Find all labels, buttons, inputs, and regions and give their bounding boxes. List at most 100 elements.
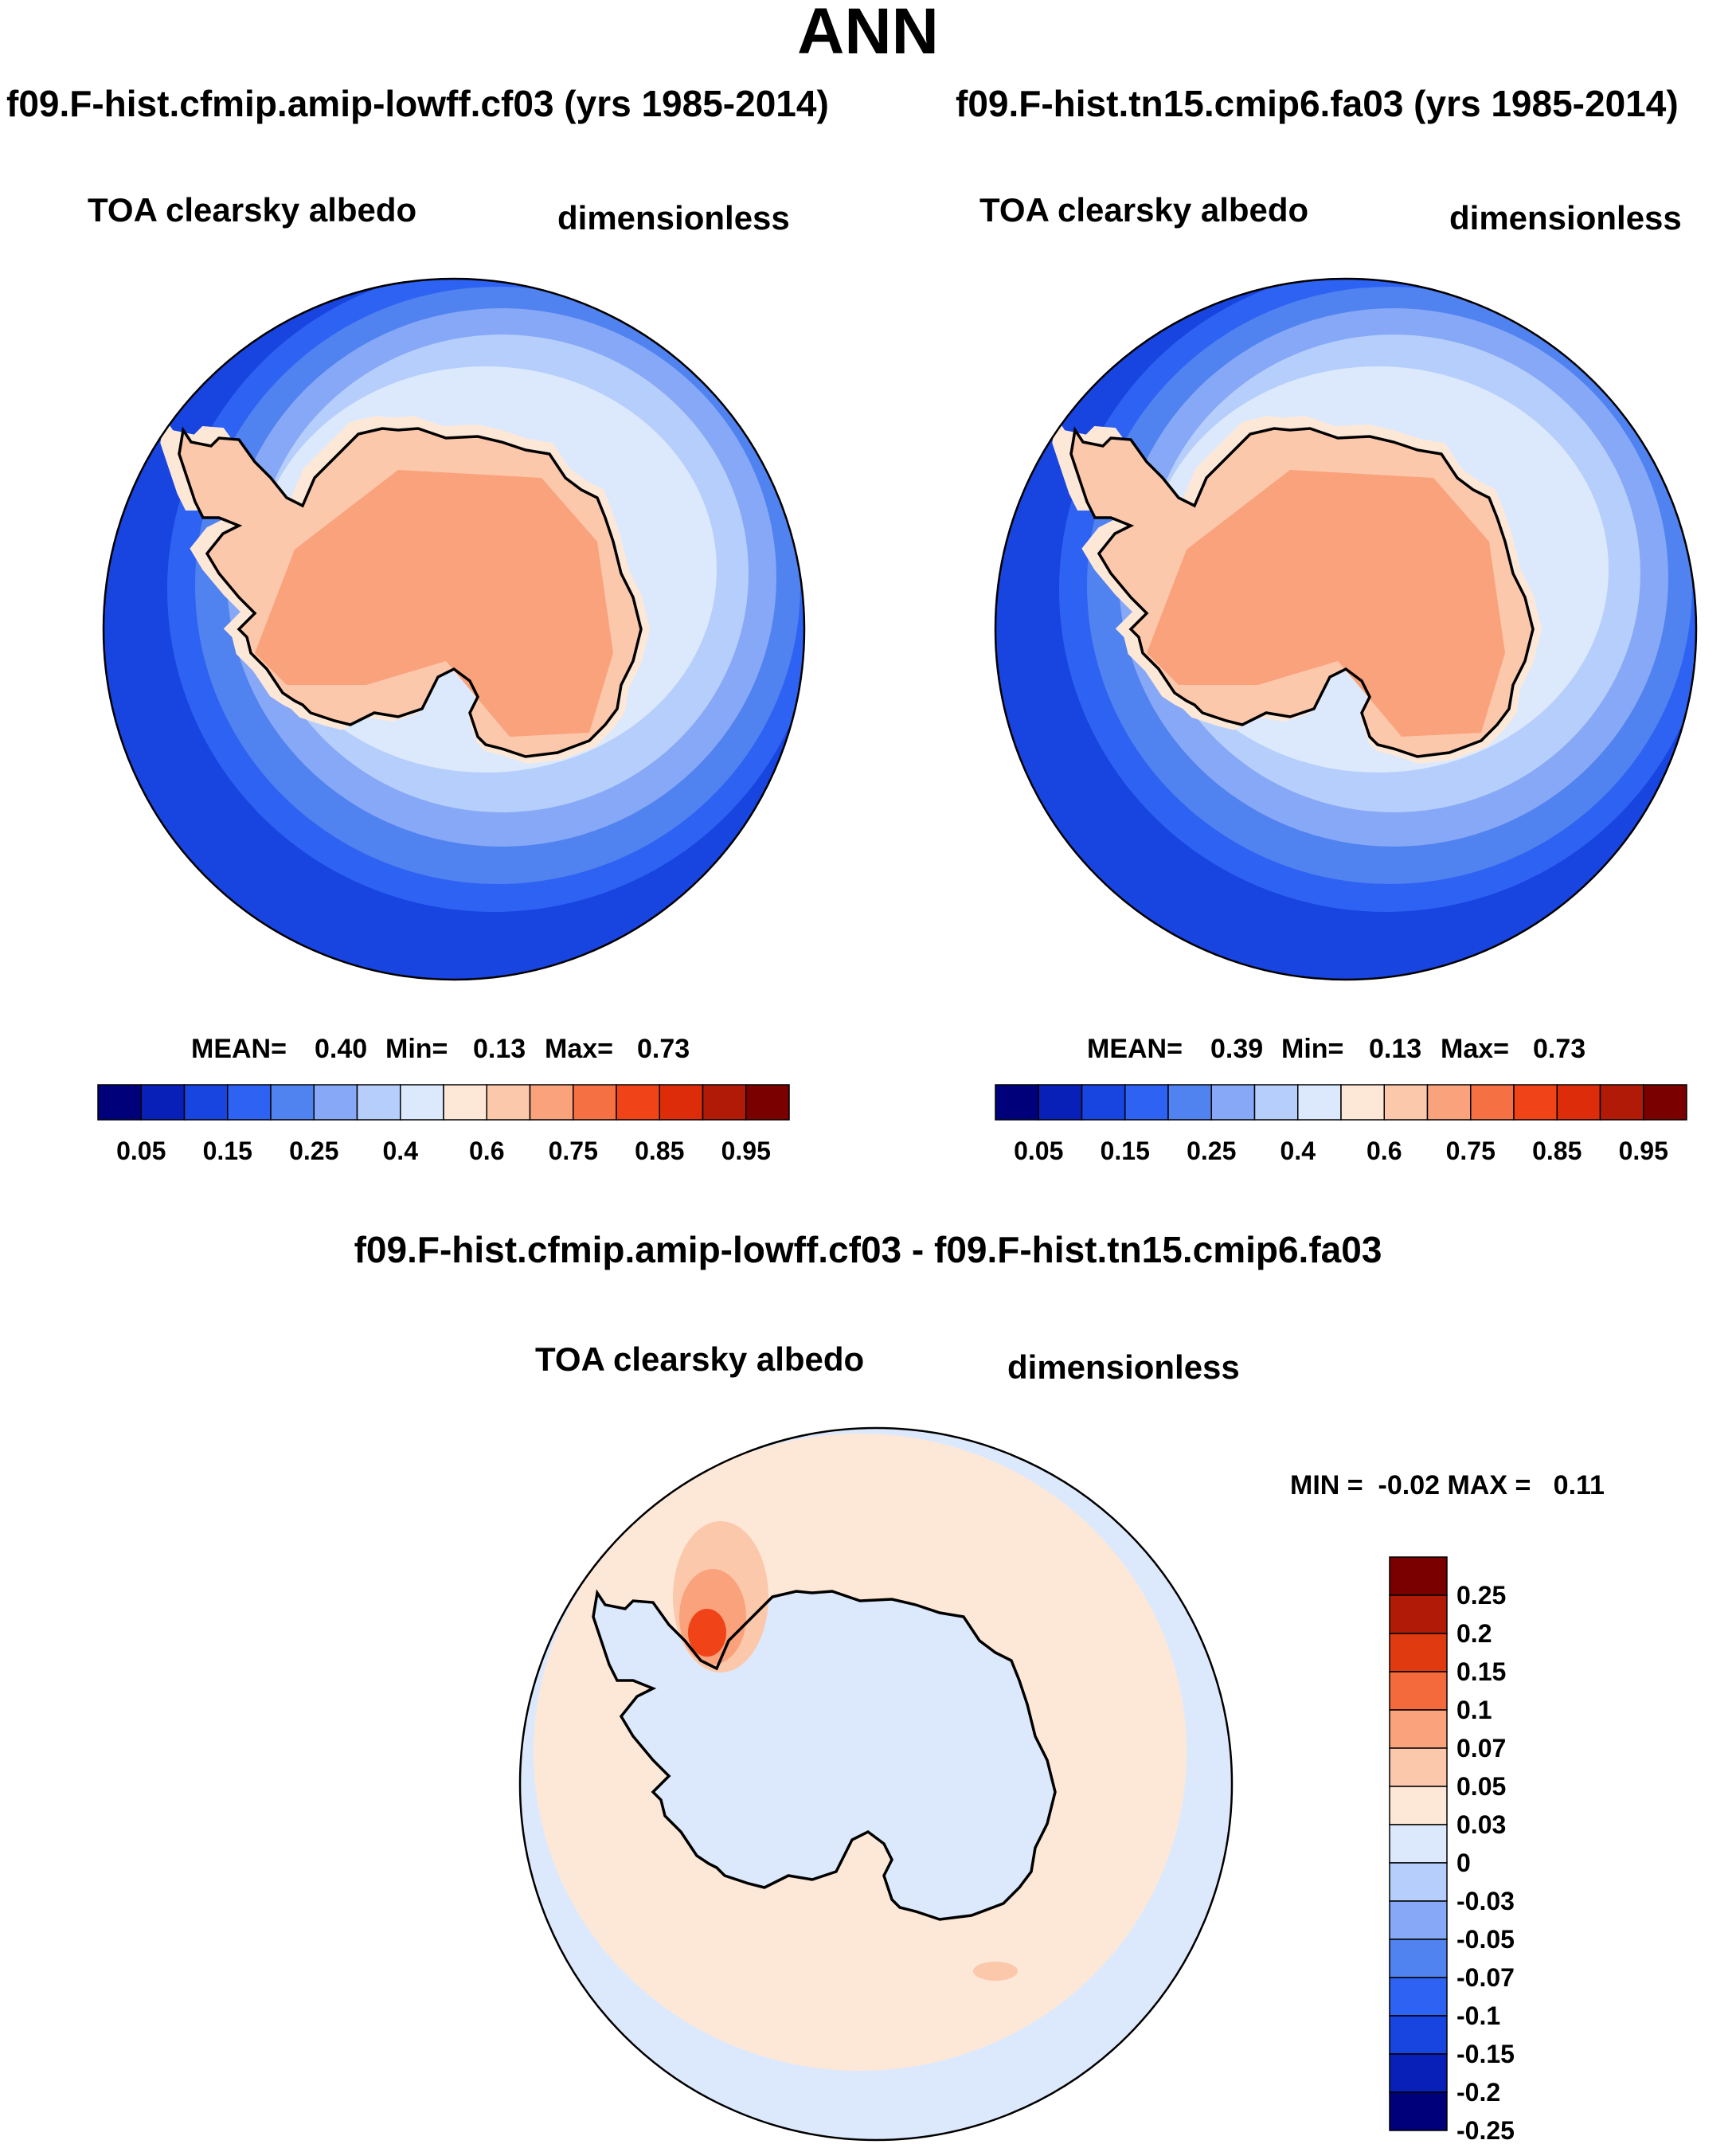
left-colorbar-swatch: [183, 1084, 229, 1121]
right-colorbar: 0.05 0.15 0.25 0.4 0.6 0.75 0.85 0.95: [995, 1084, 1687, 1165]
left-colorbar-tick-label: 0.75: [549, 1137, 598, 1165]
diff-colorbar-swatch: [1389, 1824, 1448, 1864]
right-colorbar-swatch: [1253, 1084, 1299, 1121]
left-colorbar-swatch: [702, 1084, 747, 1121]
main-title: ANN: [797, 0, 939, 68]
diff-colorbar-tick-label: -0.05: [1456, 1925, 1515, 1954]
right-colorbar-swatch: [1081, 1084, 1126, 1121]
right-colorbar-swatch: [1599, 1084, 1644, 1121]
diff-colorbar-swatch: [1389, 1900, 1448, 1940]
left-max-value: 0.73: [637, 1034, 690, 1064]
right-colorbar-tick-label: 0.95: [1619, 1137, 1668, 1165]
diff-small-anomaly: [973, 1962, 1018, 1981]
right-min-value: 0.13: [1369, 1034, 1422, 1064]
left-colorbar-tick-label: 0.6: [469, 1137, 504, 1165]
diff-min-max-label: MIN = -0.02 MAX = 0.11: [1290, 1470, 1605, 1500]
right-colorbar-swatch: [1426, 1084, 1472, 1121]
diff-map: [520, 1428, 1232, 2140]
left-colorbar-swatch: [745, 1084, 790, 1121]
right-colorbar-tick-label: 0.85: [1532, 1137, 1582, 1165]
right-max-label: Max=: [1441, 1034, 1509, 1064]
diff-peak-core: [688, 1609, 726, 1657]
diff-colorbar: 0.25 0.2 0.15 0.1 0.07 0.05 0.03 0 -0.03 -0.05 -0.…: [1389, 1556, 1515, 2144]
right-colorbar-tick-label: 0.4: [1280, 1137, 1316, 1165]
right-map-border: [994, 277, 1698, 981]
left-colorbar-tick-label: 0.25: [289, 1137, 338, 1165]
right-colorbar-swatch: [1297, 1084, 1342, 1121]
right-colorbar-swatch: [1340, 1084, 1385, 1121]
left-colorbar-tick-label: 0.15: [203, 1137, 252, 1165]
left-colorbar: 0.05 0.15 0.25 0.4 0.6 0.75 0.85 0.95: [97, 1084, 790, 1165]
left-variable-label: TOA clearsky albedo: [88, 191, 417, 229]
diff-colorbar-swatch: [1389, 1633, 1448, 1673]
left-mean-label: MEAN=: [191, 1034, 287, 1064]
left-colorbar-swatch: [270, 1084, 315, 1121]
diff-colorbar-tick-label: -0.15: [1456, 2040, 1515, 2068]
left-map-border: [102, 277, 806, 981]
diff-colorbar-swatch: [1389, 2053, 1448, 2093]
diff-colorbar-tick-label: -0.2: [1456, 2078, 1500, 2107]
diff-colorbar-tick-label: 0.07: [1456, 1734, 1506, 1763]
left-colorbar-tick-label: 0.95: [721, 1137, 771, 1165]
diff-colorbar-swatch: [1389, 1556, 1448, 1596]
diff-colorbar-swatch: [1389, 1671, 1448, 1711]
right-case-title: f09.F-hist.tn15.cmip6.fa03 (yrs 1985-201…: [956, 83, 1679, 124]
diff-colorbar-swatch: [1389, 1977, 1448, 2017]
left-colorbar-swatch: [443, 1084, 487, 1121]
left-max-label: Max=: [545, 1034, 613, 1064]
left-colorbar-swatch: [356, 1084, 401, 1121]
right-colorbar-tick-label: 0.75: [1446, 1137, 1496, 1165]
diff-title: f09.F-hist.cfmip.amip-lowff.cf03 - f09.F…: [354, 1229, 1382, 1270]
right-max-value: 0.73: [1533, 1034, 1586, 1064]
left-colorbar-swatch: [400, 1084, 444, 1121]
diff-colorbar-tick-label: 0: [1456, 1849, 1471, 1877]
right-colorbar-swatch: [1556, 1084, 1601, 1121]
left-units-label: dimensionless: [557, 199, 790, 237]
right-colorbar-swatch: [995, 1084, 1039, 1121]
right-mean-label: MEAN=: [1087, 1034, 1183, 1064]
left-colorbar-swatch: [486, 1084, 531, 1121]
left-colorbar-tick-label: 0.85: [635, 1137, 684, 1165]
diff-colorbar-tick-label: 0.05: [1456, 1772, 1506, 1801]
right-colorbar-swatch: [1470, 1084, 1515, 1121]
left-colorbar-swatch: [97, 1084, 142, 1121]
left-colorbar-swatch: [659, 1084, 704, 1121]
diff-colorbar-tick-label: 0.03: [1456, 1810, 1506, 1839]
right-colorbar-swatch: [1124, 1084, 1169, 1121]
right-colorbar-tick-label: 0.05: [1014, 1137, 1063, 1165]
left-colorbar-swatch: [313, 1084, 358, 1121]
left-colorbar-swatch: [616, 1084, 660, 1121]
left-colorbar-tick-label: 0.05: [116, 1137, 166, 1165]
left-case-title: f09.F-hist.cfmip.amip-lowff.cf03 (yrs 19…: [6, 83, 829, 124]
diff-colorbar-tick-label: 0.15: [1456, 1657, 1506, 1686]
diff-colorbar-swatch: [1389, 1786, 1448, 1825]
diff-map-border: [518, 1426, 1234, 2142]
diff-colorbar-swatch: [1389, 1709, 1448, 1749]
left-colorbar-swatch: [227, 1084, 272, 1121]
diff-colorbar-swatch: [1389, 1862, 1448, 1902]
right-mean-value: 0.39: [1210, 1034, 1264, 1064]
left-colorbar-swatch: [529, 1084, 574, 1121]
diff-units-label: dimensionless: [1007, 1348, 1240, 1386]
diff-colorbar-tick-label: -0.07: [1456, 1963, 1515, 1992]
right-units-label: dimensionless: [1449, 199, 1682, 237]
right-colorbar-swatch: [1383, 1084, 1429, 1121]
right-colorbar-swatch: [1513, 1084, 1558, 1121]
diff-colorbar-swatch: [1389, 2091, 1448, 2131]
diff-colorbar-swatch: [1389, 1939, 1448, 1978]
right-colorbar-tick-label: 0.25: [1187, 1137, 1236, 1165]
diff-colorbar-tick-label: 0.2: [1456, 1619, 1492, 1648]
right-colorbar-tick-label: 0.6: [1367, 1137, 1402, 1165]
diff-colorbar-tick-label: -0.1: [1456, 2001, 1500, 2030]
left-min-label: Min=: [385, 1034, 448, 1064]
left-colorbar-swatch: [140, 1084, 186, 1121]
diff-colorbar-swatch: [1389, 1594, 1448, 1634]
right-colorbar-swatch: [1210, 1084, 1256, 1121]
left-mean-value: 0.40: [315, 1034, 368, 1064]
right-min-label: Min=: [1281, 1034, 1344, 1064]
right-colorbar-swatch: [1038, 1084, 1083, 1121]
right-colorbar-swatch: [1643, 1084, 1687, 1121]
diff-colorbar-tick-label: 0.25: [1456, 1581, 1506, 1610]
diff-colorbar-swatch: [1389, 2015, 1448, 2055]
